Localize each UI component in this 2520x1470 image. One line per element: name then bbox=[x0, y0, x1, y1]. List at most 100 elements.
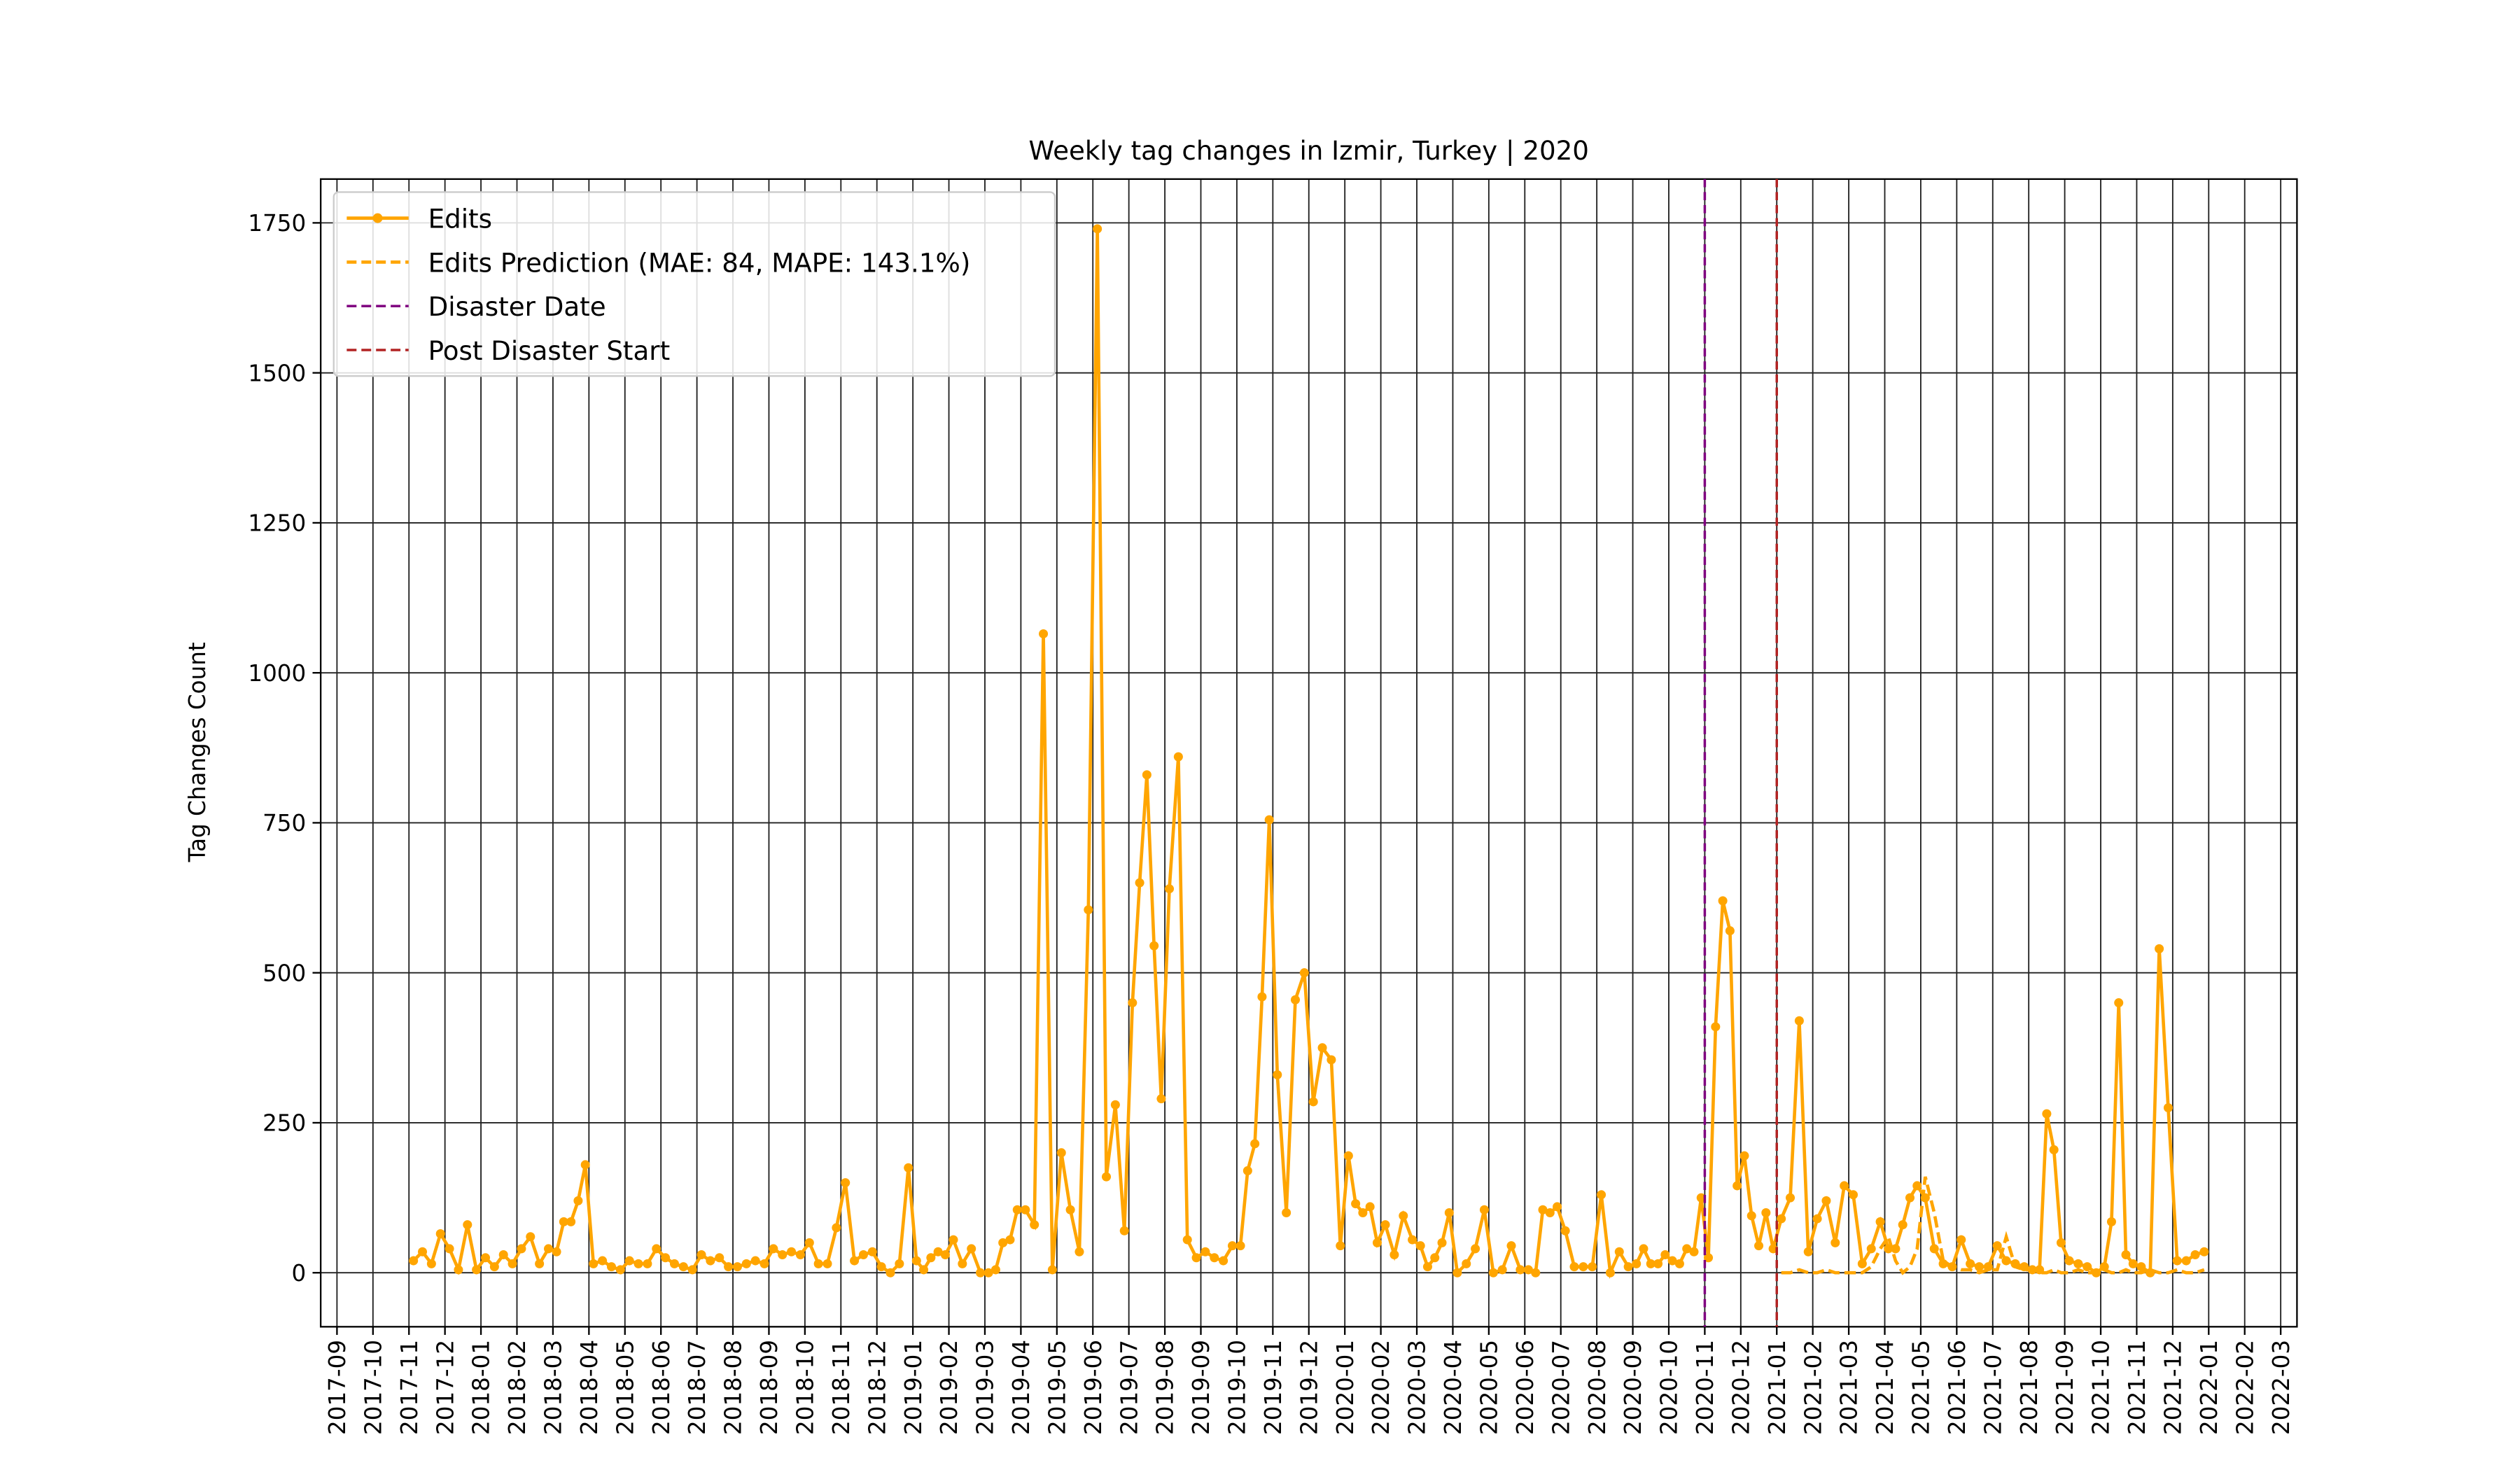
data-point bbox=[1372, 1238, 1382, 1247]
data-point bbox=[1408, 1235, 1418, 1245]
data-point bbox=[1317, 1043, 1327, 1053]
data-point bbox=[435, 1228, 445, 1239]
x-tick-label: 2021-12 bbox=[2160, 1340, 2187, 1435]
x-tick-label: 2018-11 bbox=[828, 1340, 855, 1435]
data-point bbox=[1516, 1265, 1525, 1275]
data-point bbox=[1236, 1241, 1245, 1251]
x-tick-label: 2020-10 bbox=[1656, 1340, 1683, 1435]
data-point bbox=[454, 1265, 463, 1275]
data-point bbox=[661, 1253, 671, 1263]
data-point bbox=[983, 1268, 993, 1278]
data-point bbox=[1891, 1244, 1900, 1254]
data-point bbox=[1725, 926, 1735, 936]
data-point bbox=[2155, 944, 2164, 953]
data-point bbox=[1938, 1259, 1948, 1268]
data-point bbox=[1732, 1181, 1742, 1191]
data-point bbox=[1452, 1268, 1462, 1278]
data-point bbox=[1667, 1256, 1677, 1266]
x-tick-label: 2019-12 bbox=[1296, 1340, 1322, 1435]
x-tick-label: 2017-10 bbox=[360, 1340, 386, 1435]
data-point bbox=[615, 1265, 625, 1275]
data-point bbox=[1875, 1217, 1885, 1226]
data-point bbox=[911, 1256, 921, 1266]
data-point bbox=[1632, 1259, 1642, 1268]
data-point bbox=[990, 1265, 1000, 1275]
data-point bbox=[1308, 1097, 1318, 1107]
data-point bbox=[948, 1235, 958, 1245]
data-point bbox=[2181, 1256, 2191, 1266]
x-tick-label: 2020-05 bbox=[1476, 1340, 1503, 1435]
data-point bbox=[2082, 1262, 2092, 1272]
data-point bbox=[1471, 1244, 1480, 1254]
x-tick-label: 2019-07 bbox=[1116, 1340, 1142, 1435]
data-point bbox=[850, 1256, 860, 1266]
x-tick-label: 2018-05 bbox=[612, 1340, 638, 1435]
legend-marker bbox=[372, 213, 383, 223]
data-point bbox=[1597, 1190, 1606, 1200]
data-point bbox=[2064, 1256, 2074, 1266]
data-point bbox=[1614, 1247, 1624, 1256]
data-point bbox=[940, 1250, 950, 1260]
data-point bbox=[958, 1259, 967, 1268]
data-point bbox=[1912, 1181, 1922, 1191]
x-tick-label: 2019-06 bbox=[1080, 1340, 1107, 1435]
data-point bbox=[1365, 1202, 1375, 1212]
data-point bbox=[472, 1265, 482, 1275]
data-point bbox=[1182, 1235, 1192, 1245]
data-point bbox=[1803, 1247, 1813, 1256]
data-point bbox=[1164, 884, 1175, 894]
data-point bbox=[2121, 1250, 2131, 1260]
data-point bbox=[1653, 1259, 1663, 1268]
data-point bbox=[895, 1259, 904, 1268]
y-tick-label: 500 bbox=[262, 960, 306, 986]
data-point bbox=[1336, 1241, 1345, 1251]
data-point bbox=[1021, 1205, 1030, 1214]
x-tick-label: 2019-04 bbox=[1008, 1340, 1035, 1435]
data-point bbox=[715, 1253, 724, 1263]
data-point bbox=[1149, 941, 1159, 951]
x-tick-label: 2021-10 bbox=[2088, 1340, 2115, 1435]
x-tick-label: 2022-02 bbox=[2232, 1340, 2258, 1435]
data-point bbox=[1974, 1262, 1984, 1272]
data-point bbox=[1689, 1247, 1699, 1256]
data-point bbox=[1110, 1100, 1120, 1110]
data-point bbox=[1746, 1211, 1756, 1221]
data-point bbox=[480, 1253, 491, 1263]
x-tick-label: 2021-08 bbox=[2016, 1340, 2043, 1435]
data-point bbox=[1142, 770, 1152, 780]
x-tick-label: 2020-06 bbox=[1512, 1340, 1539, 1435]
data-point bbox=[1488, 1268, 1498, 1278]
data-point bbox=[1380, 1220, 1390, 1230]
data-point bbox=[1929, 1244, 1939, 1254]
data-point bbox=[696, 1250, 706, 1260]
data-point bbox=[2190, 1250, 2200, 1260]
data-point bbox=[1674, 1259, 1684, 1268]
data-point bbox=[1531, 1268, 1541, 1278]
x-tick-label: 2017-12 bbox=[432, 1340, 458, 1435]
x-tick-label: 2020-01 bbox=[1332, 1340, 1359, 1435]
x-tick-label: 2021-09 bbox=[2052, 1340, 2078, 1435]
data-point bbox=[858, 1250, 868, 1260]
data-point bbox=[1696, 1193, 1706, 1203]
data-point bbox=[769, 1244, 778, 1254]
x-tick-label: 2021-01 bbox=[1764, 1340, 1791, 1435]
data-point bbox=[967, 1244, 976, 1254]
data-point bbox=[1119, 1226, 1129, 1236]
x-tick-label: 2020-07 bbox=[1548, 1340, 1574, 1435]
data-point bbox=[1351, 1199, 1361, 1209]
y-tick-label: 1750 bbox=[248, 210, 306, 237]
data-point bbox=[669, 1259, 679, 1268]
y-tick-label: 250 bbox=[262, 1110, 306, 1137]
data-point bbox=[1898, 1220, 1907, 1230]
data-point bbox=[1257, 992, 1267, 1002]
data-point bbox=[787, 1247, 797, 1256]
data-point bbox=[1523, 1265, 1533, 1275]
data-point bbox=[1462, 1259, 1471, 1268]
data-point bbox=[1660, 1250, 1670, 1260]
y-tick-label: 1000 bbox=[248, 660, 306, 687]
data-point bbox=[1399, 1211, 1408, 1221]
data-point bbox=[687, 1265, 697, 1275]
data-point bbox=[1390, 1250, 1399, 1260]
data-point bbox=[1191, 1253, 1201, 1263]
data-point bbox=[2114, 998, 2124, 1008]
